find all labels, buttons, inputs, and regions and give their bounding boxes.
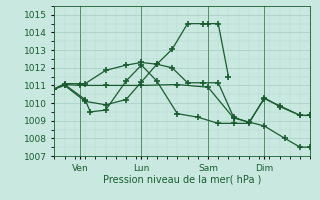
X-axis label: Pression niveau de la mer( hPa ): Pression niveau de la mer( hPa )	[103, 174, 261, 184]
